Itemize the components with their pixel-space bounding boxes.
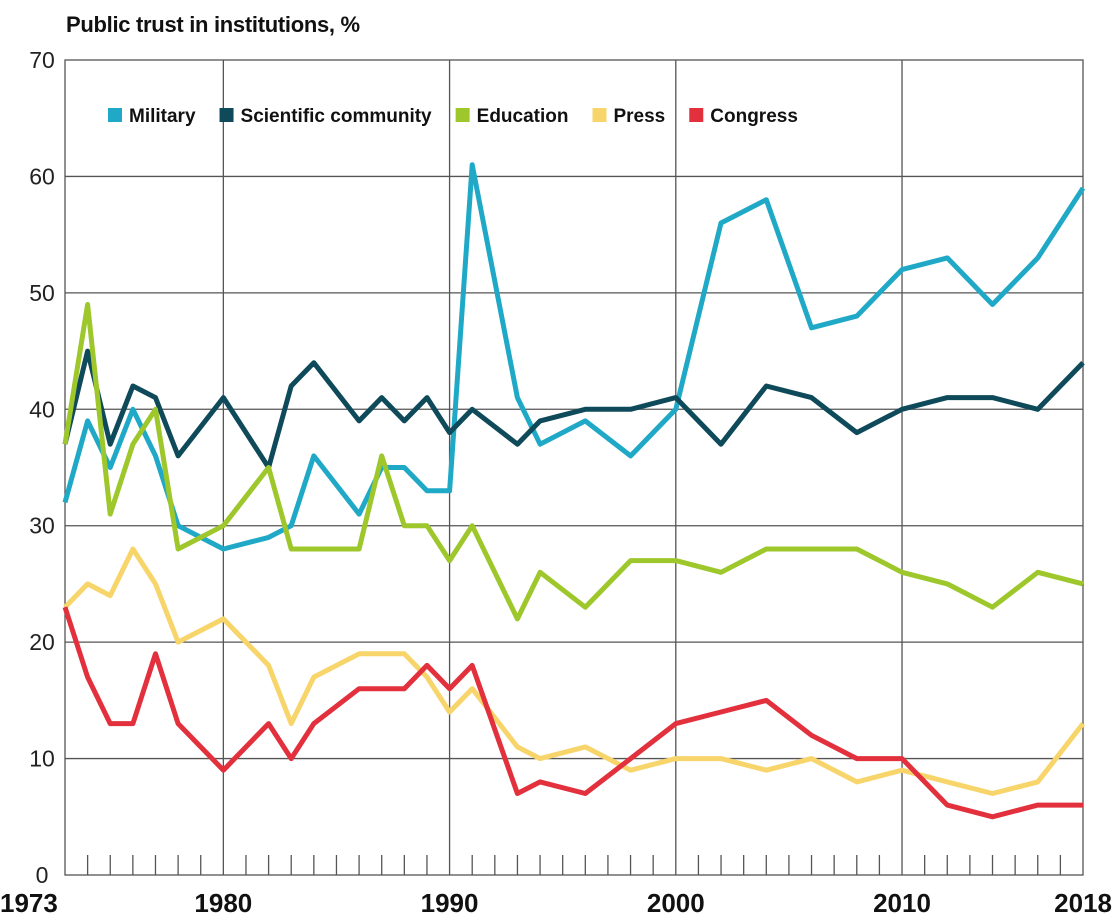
legend-item-education: Education bbox=[455, 106, 569, 127]
grid bbox=[64, 59, 1084, 876]
x-tick-label-1990: 1990 bbox=[421, 888, 479, 918]
series-line-scientific-community bbox=[62, 348, 1085, 470]
series-lines bbox=[62, 162, 1086, 820]
y-tick-label-70: 70 bbox=[29, 47, 55, 73]
x-tick-label-1973: 1973 bbox=[0, 888, 58, 918]
legend-label-congress: Congress bbox=[710, 106, 798, 127]
y-tick-label-40: 40 bbox=[29, 396, 55, 422]
legend-label-scientific-community: Scientific community bbox=[241, 106, 433, 127]
plot-frame bbox=[64, 59, 1084, 876]
x-tick-label-2000: 2000 bbox=[647, 888, 705, 918]
y-tick-label-10: 10 bbox=[29, 746, 55, 772]
y-tick-label-20: 20 bbox=[29, 629, 55, 655]
x-tick-label-2018: 2018 bbox=[1054, 888, 1112, 918]
y-tick-label-30: 30 bbox=[29, 513, 55, 539]
x-tick-label-1980: 1980 bbox=[194, 888, 252, 918]
legend: Military Scientific community Education Pre… bbox=[108, 106, 798, 127]
chart-title: Public trust in institutions, % bbox=[66, 12, 360, 37]
legend-swatch-military bbox=[108, 108, 122, 122]
legend-label-military: Military bbox=[129, 106, 196, 127]
y-tick-label-50: 50 bbox=[29, 280, 55, 306]
x-tick-label-2010: 2010 bbox=[873, 888, 931, 918]
legend-item-congress: Congress bbox=[689, 106, 798, 127]
series-line-education bbox=[62, 302, 1084, 622]
series-line-military bbox=[62, 162, 1086, 552]
legend-swatch-congress bbox=[689, 108, 704, 122]
legend-item-scientific-community: Scientific community bbox=[219, 106, 433, 127]
y-tick-label-60: 60 bbox=[29, 163, 55, 189]
legend-label-education: Education bbox=[477, 106, 569, 127]
legend-item-press: Press bbox=[592, 106, 665, 127]
legend-item-military: Military bbox=[108, 106, 196, 127]
legend-swatch-scientific-community bbox=[219, 108, 234, 122]
legend-swatch-press bbox=[592, 108, 607, 122]
legend-label-press: Press bbox=[613, 106, 665, 127]
series-line-press bbox=[63, 546, 1085, 796]
y-axis-ticks: 0 10 20 30 40 50 60 70 bbox=[29, 47, 55, 888]
series-line-congress bbox=[62, 606, 1083, 820]
y-tick-label-0: 0 bbox=[36, 862, 49, 888]
x-axis-ticks: 1973 1980 1990 2000 2010 2018 bbox=[0, 888, 1112, 918]
legend-swatch-education bbox=[455, 108, 470, 122]
